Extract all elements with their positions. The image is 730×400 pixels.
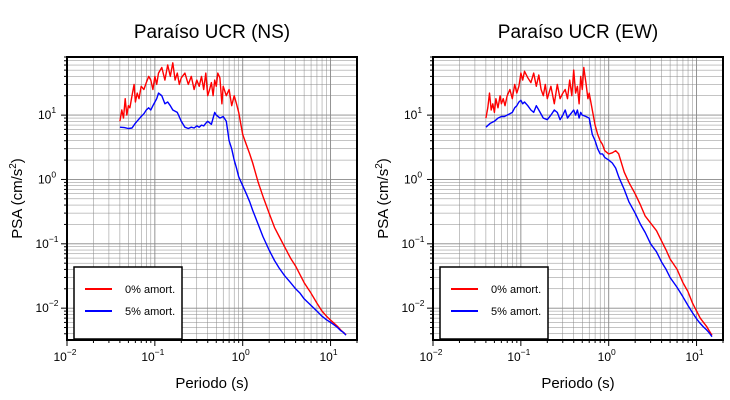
x-tick-label: 10−1 xyxy=(507,347,530,364)
y-tick-label: 10−1 xyxy=(401,234,424,251)
x-tick-label: 100 xyxy=(232,347,250,364)
chart-title: Paraíso UCR (EW) xyxy=(498,22,658,43)
chart-panel-2: 10−2 10−1 100 101 10−2 10−1 100 101 Paraíso UCR … xyxy=(374,22,724,392)
legend: 0% amort. 5% amort. xyxy=(439,266,549,340)
x-axis-label: Periodo (s) xyxy=(175,375,248,392)
tick-marks xyxy=(61,56,358,346)
legend-label: 0% amort. xyxy=(125,284,175,296)
legend-box xyxy=(73,266,183,340)
x-tick-label: 10−2 xyxy=(53,347,76,364)
x-tick-label: 10−2 xyxy=(419,347,442,364)
legend-box xyxy=(439,266,549,340)
tick-marks xyxy=(427,56,724,346)
series-line-zeta5 xyxy=(485,99,713,338)
legend-label: 5% amort. xyxy=(125,306,175,318)
legend: 0% amort. 5% amort. xyxy=(73,266,183,340)
x-tick-label: 101 xyxy=(686,347,704,364)
x-axis-label: Periodo (s) xyxy=(541,375,614,392)
chart-title: Paraíso UCR (NS) xyxy=(134,22,290,43)
y-axis-label: PSA (cm/s2) xyxy=(374,158,392,239)
y-tick-label: 101 xyxy=(38,105,56,122)
chart-panel-1: 10−2 10−1 100 101 10−2 10−1 100 101 Paraíso UCR … xyxy=(8,22,358,392)
legend-label: 0% amort. xyxy=(491,284,541,296)
y-tick-label: 10−1 xyxy=(35,234,58,251)
y-tick-label: 100 xyxy=(404,169,422,186)
y-axis-label: PSA (cm/s2) xyxy=(8,158,26,239)
grid xyxy=(66,56,358,340)
y-tick-label: 101 xyxy=(404,105,422,122)
series-line-zeta0 xyxy=(485,66,713,336)
series-line-zeta0 xyxy=(119,62,347,336)
y-tick-label: 100 xyxy=(38,169,56,186)
series-line-zeta5 xyxy=(119,92,347,336)
y-tick-label: 10−2 xyxy=(35,298,58,315)
y-tick-label: 10−2 xyxy=(401,298,424,315)
x-tick-label: 10−1 xyxy=(141,347,164,364)
x-tick-label: 101 xyxy=(320,347,338,364)
legend-label: 5% amort. xyxy=(491,306,541,318)
x-tick-label: 100 xyxy=(598,347,616,364)
